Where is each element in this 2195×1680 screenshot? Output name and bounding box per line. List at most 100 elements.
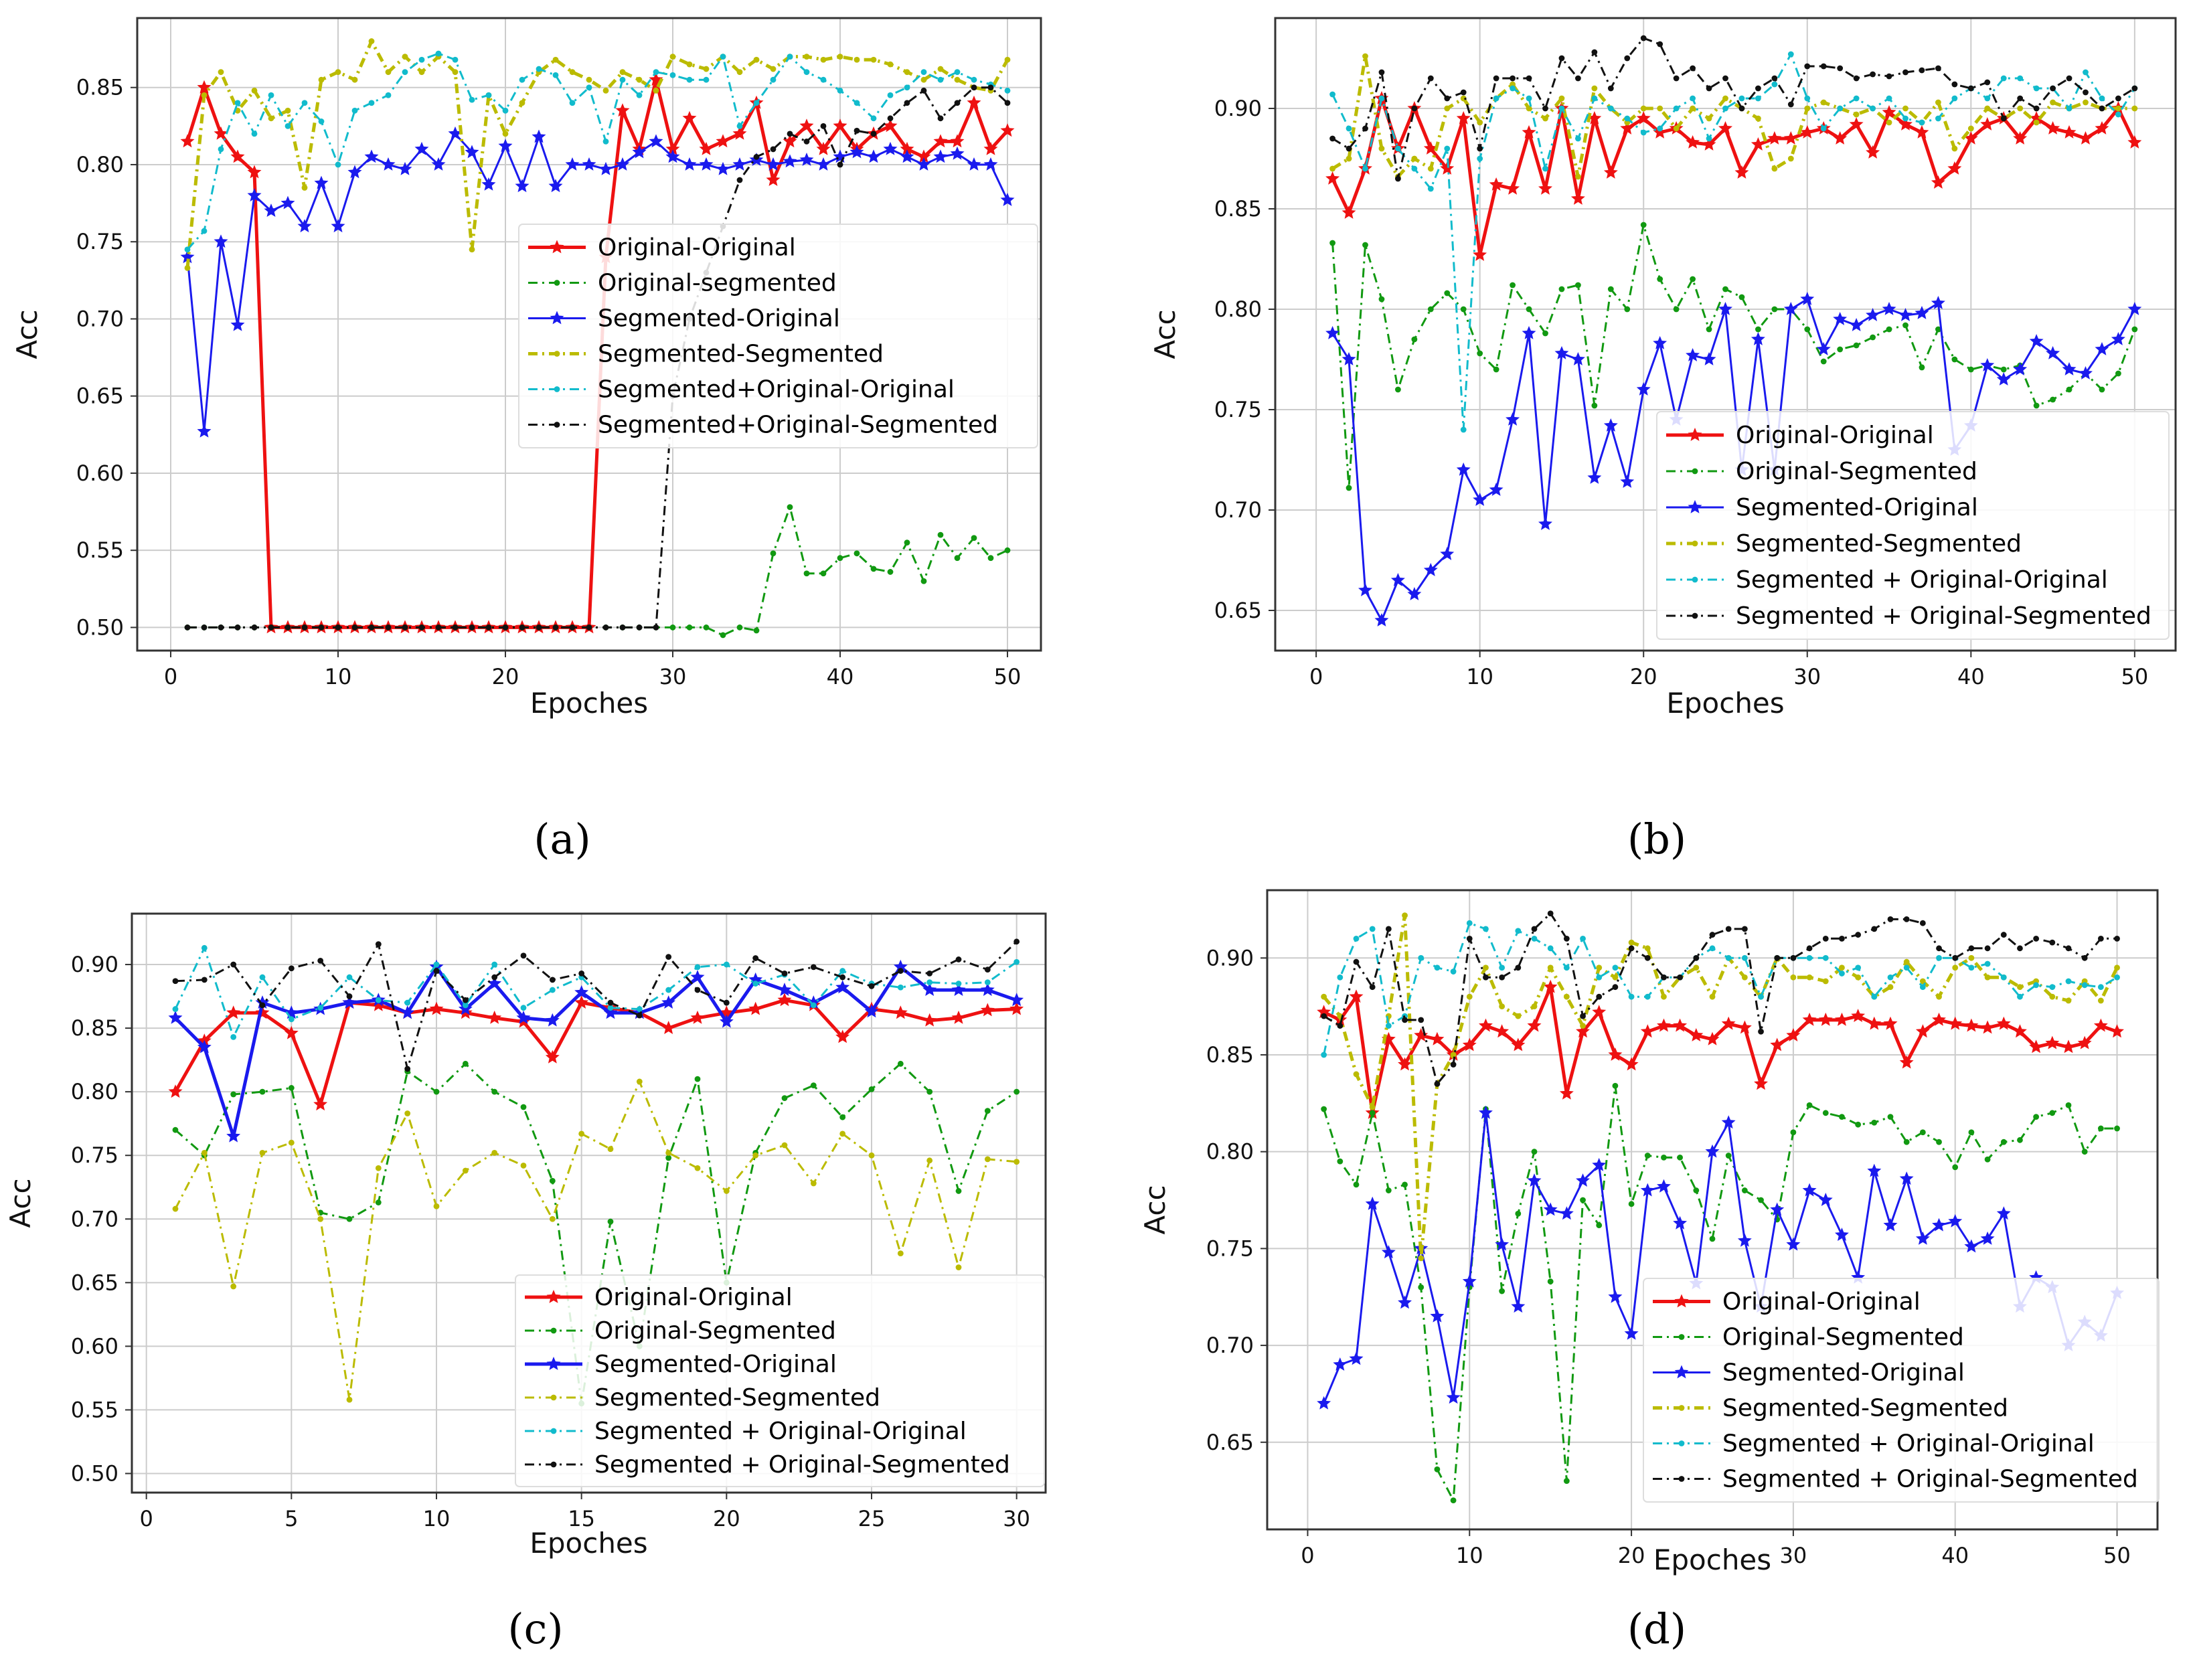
data-point <box>1444 95 1451 102</box>
x-tick-label: 40 <box>1957 664 1985 689</box>
data-point <box>172 1126 179 1133</box>
data-point <box>1607 85 1614 92</box>
data-point <box>1390 573 1405 586</box>
data-point <box>1596 964 1603 971</box>
data-point <box>1483 964 1489 971</box>
data-point <box>1013 938 1020 945</box>
data-point <box>284 107 291 114</box>
data-point <box>954 555 961 562</box>
y-tick-label: 0.90 <box>1214 96 1262 121</box>
data-point <box>1477 155 1483 162</box>
data-point <box>1547 1278 1554 1284</box>
data-point <box>1427 165 1434 172</box>
data-point <box>414 141 429 155</box>
data-point <box>2114 964 2120 971</box>
data-point <box>1718 121 1732 135</box>
data-point <box>1358 583 1372 596</box>
data-point <box>218 624 224 631</box>
data-point <box>1349 1351 1364 1365</box>
data-point <box>1337 1023 1344 1029</box>
data-point <box>2110 1024 2124 1038</box>
data-point <box>400 1005 415 1019</box>
data-point <box>197 1039 212 1054</box>
data-point <box>2061 1039 2076 1054</box>
data-point <box>1526 95 1532 102</box>
legend-marker <box>1674 1294 1689 1308</box>
data-point <box>803 54 810 60</box>
data-point <box>1450 969 1457 975</box>
data-point <box>1980 358 1995 371</box>
y-tick-label: 0.65 <box>1214 598 1262 623</box>
data-point <box>1751 332 1765 345</box>
data-point <box>1657 1179 1671 1193</box>
data-point <box>1787 101 1794 108</box>
data-point <box>753 100 760 106</box>
legend-marker <box>550 1394 557 1401</box>
data-point <box>1758 993 1764 1000</box>
data-point <box>1935 99 1941 106</box>
data-point <box>1919 984 1926 991</box>
data-point <box>1580 935 1586 942</box>
data-point <box>288 965 295 972</box>
data-point <box>1587 111 1602 124</box>
data-point <box>1902 105 1908 112</box>
data-point <box>1538 181 1552 195</box>
data-point <box>318 76 325 83</box>
data-point <box>1786 1237 1801 1251</box>
data-point <box>381 157 396 171</box>
data-point <box>469 624 475 631</box>
data-point <box>2099 95 2105 102</box>
data-point <box>1624 306 1631 313</box>
data-point <box>1346 125 1352 132</box>
legend-marker <box>1674 1365 1689 1379</box>
legend-label: Original-segmented <box>598 270 837 297</box>
data-point <box>1741 926 1748 932</box>
data-point <box>1353 935 1360 942</box>
data-point <box>1968 945 1975 952</box>
data-point <box>2095 342 2109 355</box>
data-point <box>1951 145 1958 152</box>
data-point <box>1563 1478 1570 1485</box>
data-point <box>1477 350 1483 357</box>
data-point <box>1450 1062 1457 1068</box>
data-point <box>2033 982 2040 989</box>
legend-label: Original-Original <box>594 1284 793 1311</box>
data-point <box>317 957 324 964</box>
legend-marker <box>1688 500 1702 513</box>
data-point <box>1853 95 1860 102</box>
data-point <box>515 179 530 193</box>
data-point <box>226 1128 241 1143</box>
data-point <box>1489 177 1503 191</box>
y-tick-label: 0.90 <box>71 952 118 977</box>
data-point <box>1427 185 1434 192</box>
data-point <box>549 977 556 983</box>
data-point <box>1395 175 1401 182</box>
data-point <box>926 1088 933 1095</box>
data-point <box>1721 1115 1736 1129</box>
data-point <box>2029 111 2044 124</box>
data-point <box>937 76 944 83</box>
data-point <box>954 100 961 106</box>
x-axis-label: Epoches <box>530 687 648 720</box>
data-point <box>1624 1326 1639 1340</box>
data-point <box>1804 95 1811 102</box>
data-point <box>1657 105 1663 112</box>
data-point <box>1563 993 1570 1000</box>
x-tick-label: 30 <box>659 664 687 689</box>
data-point <box>1915 1231 1930 1245</box>
data-point <box>2111 332 2125 345</box>
data-point <box>1515 1013 1522 1019</box>
data-point <box>1511 1037 1526 1052</box>
data-point <box>1705 1144 1720 1158</box>
data-point <box>967 95 981 109</box>
data-point <box>2077 1035 2092 1049</box>
x-tick-label: 30 <box>1793 664 1821 689</box>
data-point <box>1967 85 1974 92</box>
data-point <box>897 984 904 991</box>
series-line-4 <box>1331 54 2135 179</box>
data-point <box>368 624 375 631</box>
data-point <box>694 1165 701 1171</box>
data-point <box>2083 69 2089 76</box>
data-point <box>2013 131 2028 145</box>
data-point <box>1325 171 1340 185</box>
